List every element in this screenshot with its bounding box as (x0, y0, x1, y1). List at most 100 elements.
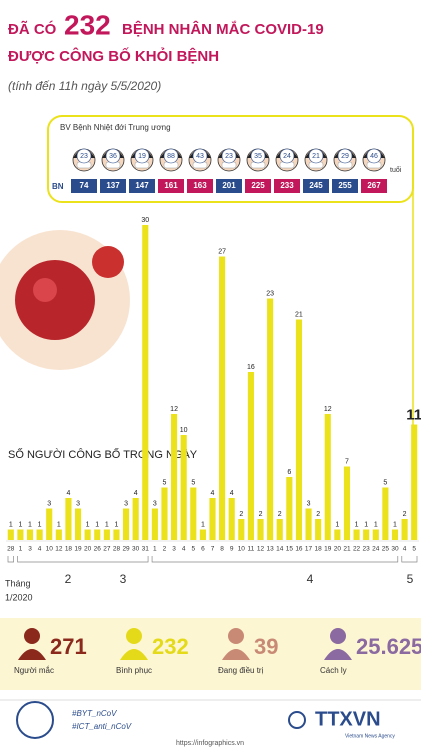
date-label: 30 (132, 546, 140, 553)
patient-id-box (303, 179, 329, 193)
date-label: 28 (113, 546, 121, 553)
date-label: 20 (334, 546, 342, 553)
stat-icon-body (120, 649, 148, 660)
agency-sub: Vietnam News Agency (345, 733, 395, 739)
patient-id: 245 (309, 181, 323, 190)
url: https://infographics.vn (176, 740, 244, 747)
copyright-icon (288, 711, 306, 729)
value-label: 1 (374, 521, 378, 528)
stat-icon-body (18, 649, 46, 660)
age: 24 (283, 153, 291, 160)
date-label: 14 (276, 546, 284, 553)
bar (247, 372, 254, 540)
date-label: 15 (286, 546, 294, 553)
age-bubble (366, 148, 382, 164)
value-label: 10 (180, 427, 188, 434)
agency: TTXVN (315, 708, 381, 730)
bar (26, 529, 34, 540)
bar (55, 529, 62, 540)
month-bracket (17, 556, 149, 563)
date-label: 3 (172, 546, 176, 553)
stat-icon-head (330, 628, 346, 644)
bar (286, 477, 293, 540)
date-label: 7 (211, 546, 215, 553)
value-label: 2 (278, 511, 282, 518)
value-label: 1 (18, 521, 22, 528)
age: 19 (138, 153, 146, 160)
value-label: 2 (316, 511, 320, 518)
patient-id: 255 (338, 181, 352, 190)
bar (74, 508, 82, 540)
bar (238, 519, 245, 540)
value-label: 16 (247, 364, 255, 371)
age-bubble (221, 148, 237, 164)
month-bracket (7, 556, 14, 563)
date-label: 10 (238, 546, 246, 553)
date-label: 30 (391, 546, 399, 553)
bar (46, 508, 53, 540)
value-label: 1 (115, 521, 119, 528)
month-bracket (151, 556, 399, 563)
bar (17, 529, 24, 540)
patient-id-box (361, 179, 387, 193)
age-bubble (105, 148, 121, 164)
patient-id-box (187, 179, 213, 193)
title-prefix: ĐÃ CÓ (8, 20, 57, 38)
value-label: 4 (230, 490, 234, 497)
date-label: 22 (353, 546, 361, 553)
bar (334, 529, 341, 540)
value-label: 21 (295, 311, 303, 318)
ministry-logo (16, 701, 54, 739)
bar (180, 435, 187, 540)
patient-id: 163 (193, 181, 207, 190)
date-label: 4 (403, 546, 407, 553)
stat-value: 25.625 (356, 634, 421, 659)
date-label: 20 (84, 546, 92, 553)
stat-value: 232 (152, 634, 189, 659)
value-label: 5 (383, 479, 387, 486)
month-label: 4 (307, 572, 314, 586)
date-label: 2 (163, 546, 167, 553)
date-label: 16 (295, 546, 303, 553)
date-label: 5 (191, 546, 195, 553)
patient-id-box (332, 179, 358, 193)
value-label: 1 (95, 521, 99, 528)
stat-value: 271 (50, 634, 87, 659)
value-label: 1 (57, 521, 61, 528)
bar (171, 414, 178, 540)
date-label: 5 (412, 546, 416, 553)
date-label: 27 (103, 546, 111, 553)
patient-id: 161 (164, 181, 178, 190)
age: 23 (225, 153, 233, 160)
date-label: 11 (248, 546, 255, 553)
value-label: 6 (287, 469, 291, 476)
date-label: 8 (220, 546, 224, 553)
patient-id: 147 (135, 181, 149, 190)
bar (295, 319, 303, 540)
id-label: BN (52, 182, 64, 191)
value-label: 4 (211, 490, 215, 497)
value-label: 3 (124, 500, 128, 507)
bar (161, 487, 168, 540)
age: 23 (80, 153, 88, 160)
value-label: 3 (307, 500, 311, 507)
subtitle: (tính đến 11h ngày 5/5/2020) (8, 79, 161, 93)
date-label: 19 (324, 546, 332, 553)
date-label: 4 (38, 546, 42, 553)
month-label: 2 (65, 572, 72, 586)
bar (391, 529, 399, 540)
stat-icon-body (324, 649, 352, 660)
bar (209, 498, 216, 540)
age: 43 (196, 153, 204, 160)
bar (219, 256, 226, 540)
value-label: 5 (191, 479, 195, 486)
date-label: 26 (94, 546, 102, 553)
virus-illustration (0, 230, 130, 370)
age-bubble (163, 148, 179, 164)
age-bubble (134, 148, 150, 164)
patient-id: 225 (251, 181, 265, 190)
stat-icon-head (126, 628, 142, 644)
bar (276, 519, 283, 540)
date-label: 23 (363, 546, 371, 553)
